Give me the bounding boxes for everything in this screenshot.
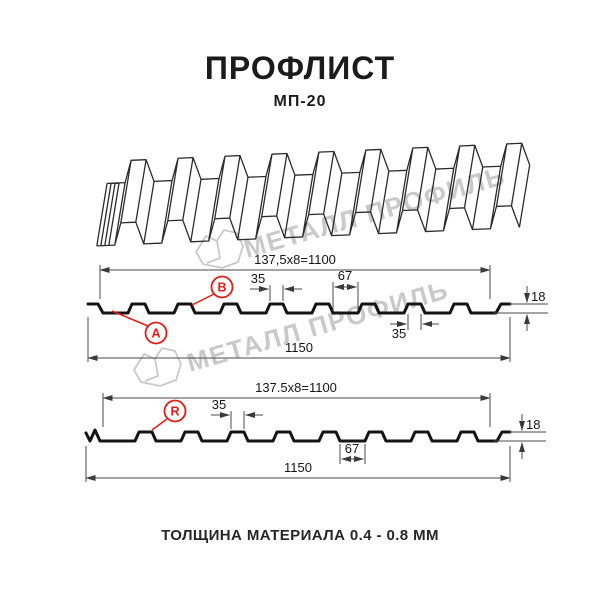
callout-label-a: A [151,327,160,341]
profile-sheet-3d-view [96,142,531,247]
callout-leader [111,310,149,327]
watermark-text: МЕТАЛЛ ПРОФИЛЬ [240,160,509,263]
dim-rib-top-width: 35 [212,397,226,412]
dim-total-width: 1150 [284,460,312,475]
dim-valley-width: 67 [338,268,352,283]
metall-profil-logo-icon [133,347,182,387]
profile-outline [86,302,512,315]
product-model: МП-20 [273,93,327,110]
callout-circle-b [210,275,234,299]
dim-total-width: 1150 [285,340,313,355]
callout-leader [191,293,215,306]
dim-height: 18 [526,417,540,432]
dim-cover-width: 137.5x8=1100 [255,380,337,395]
profile-outline [84,428,512,443]
callout-leader [151,418,168,431]
callout-circle-a [144,321,168,345]
callout-label-r: R [170,405,179,419]
page-title: ПРОФЛИСТ [204,50,396,86]
dim-rib-top-width: 35 [251,271,265,286]
dim-rib-bottom-width: 35 [392,326,406,341]
callout-label-b: B [217,281,226,295]
callout-circle-r [163,399,187,423]
dim-height: 18 [531,289,545,304]
corrugated-sheet-outline [96,142,531,247]
material-thickness-note: ТОЛЩИНА МАТЕРИАЛА 0.4 - 0.8 ММ [161,527,439,544]
cross-section-reverse-side: 137.5x8=1100 35 18 67 1150 [84,380,546,482]
dim-valley-width: 67 [345,441,359,456]
cross-section-face-side: 137,5x8=1100 35 67 18 35 [86,252,548,362]
dim-cover-width: 137,5x8=1100 [254,252,336,267]
